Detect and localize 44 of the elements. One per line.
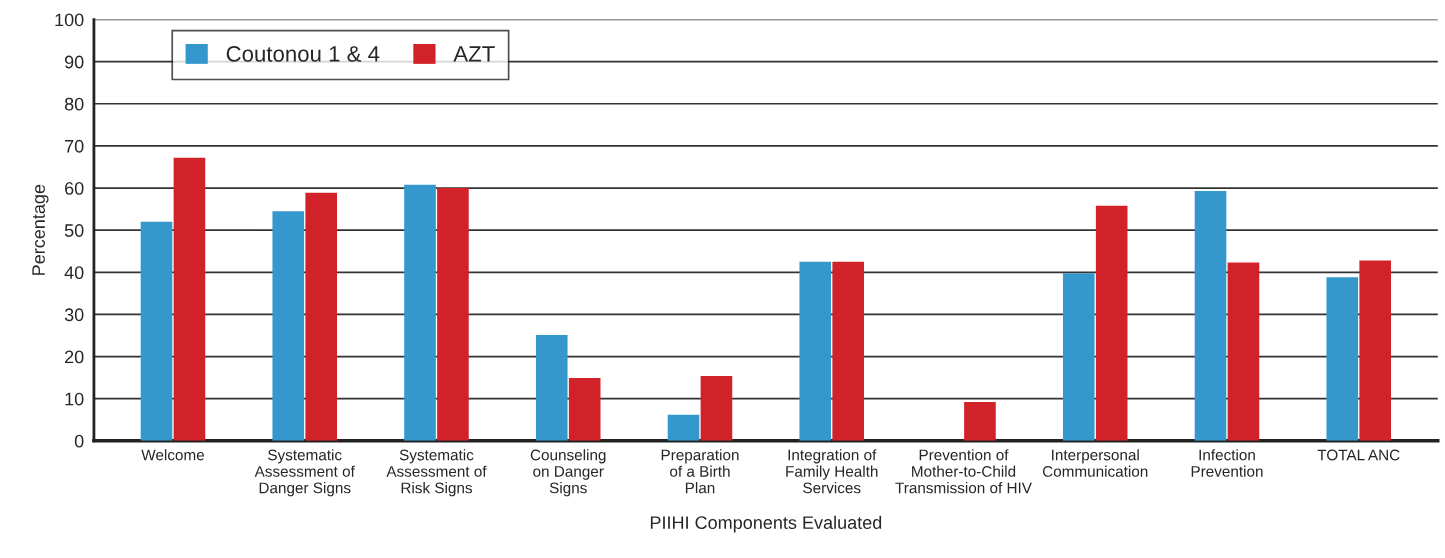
x-tick-label: Welcome [141, 449, 204, 461]
bar [437, 188, 469, 441]
bar [832, 261, 864, 441]
bar [535, 335, 568, 441]
x-tick-label: TOTAL ANC [1317, 449, 1400, 461]
y-tick-label: 50 [64, 224, 84, 237]
bar [667, 414, 700, 441]
bar [272, 211, 305, 441]
x-axis-title: PIIHI Components Evaluated [650, 515, 882, 533]
x-tick-label: Interpersonal Communication [1042, 449, 1148, 477]
bar [404, 184, 436, 441]
bar [568, 378, 601, 441]
bar [964, 402, 996, 441]
x-tick-label: Integration of Family Health Services [786, 449, 878, 494]
bar [1095, 205, 1128, 441]
legend-label: Coutonou 1 & 4 [226, 46, 380, 62]
x-tick-label: Infection Prevention [1191, 449, 1263, 477]
x-tick-label: Systematic Assessment of Risk Signs [386, 449, 487, 497]
x-tick-label: Preparation of a Birth Plan [661, 449, 739, 494]
y-tick-label: 10 [65, 392, 84, 406]
y-tick-label: 40 [64, 266, 84, 280]
x-tick-label: Systematic Assessment of Danger Signs [254, 449, 355, 497]
bar [1062, 273, 1095, 441]
bar [1194, 191, 1227, 441]
y-tick-label: 80 [64, 97, 84, 111]
x-tick-label: Prevention of Mother-to-Child Transmission of HIV [895, 449, 1032, 494]
y-axis-title: Percentage [32, 184, 49, 275]
legend-label: AZT [453, 46, 495, 62]
bar [799, 261, 832, 441]
bar [700, 375, 733, 441]
bar [1359, 260, 1391, 441]
bar [173, 157, 206, 441]
y-tick-label: 100 [55, 13, 84, 27]
y-tick-label: 90 [64, 55, 84, 69]
bar [140, 221, 173, 441]
bar [305, 192, 337, 441]
y-tick-label: 60 [65, 181, 84, 195]
y-tick-label: 0 [74, 434, 84, 448]
x-tick-label: Counseling on Danger Signs [530, 449, 606, 497]
y-tick-label: 20 [65, 350, 84, 364]
bar [1227, 262, 1260, 441]
y-tick-label: 70 [65, 139, 84, 153]
y-tick-label: 30 [64, 308, 84, 322]
bar [1326, 277, 1359, 441]
